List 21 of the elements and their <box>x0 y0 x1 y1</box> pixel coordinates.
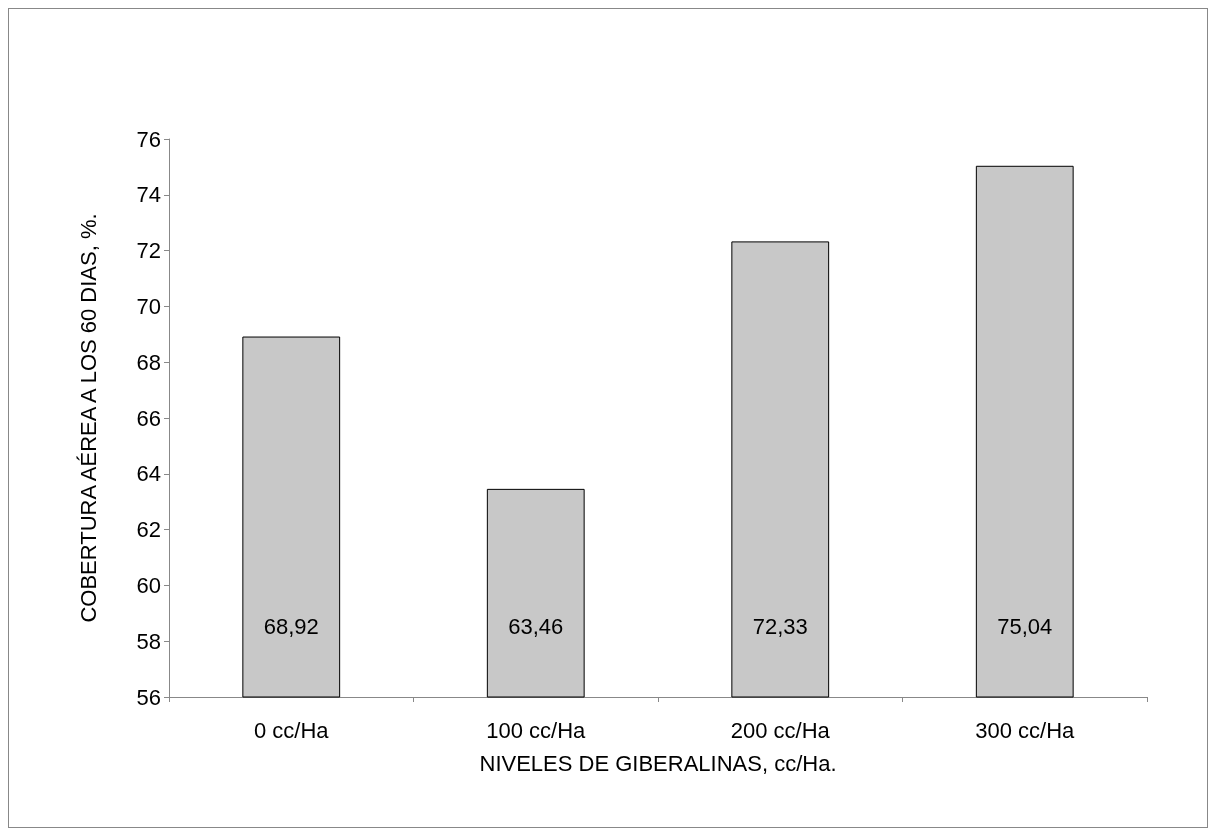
x-axis-title: NIVELES DE GIBERALINAS, cc/Ha. <box>479 750 837 776</box>
x-tick-label: 200 cc/Ha <box>730 717 831 743</box>
y-tick-label: 64 <box>136 461 161 487</box>
x-tick-label: 100 cc/Ha <box>486 717 587 743</box>
y-tick-label: 70 <box>136 293 161 319</box>
y-tick-label: 62 <box>136 517 161 543</box>
y-tick-label: 58 <box>136 628 161 654</box>
y-tick-label: 66 <box>136 405 161 431</box>
x-tick-label: 0 cc/Ha <box>253 717 330 743</box>
data-label: 75,04 <box>997 614 1053 639</box>
x-tick-label: 300 cc/Ha <box>975 717 1076 743</box>
y-tick-label: 56 <box>136 684 161 710</box>
y-tick-label: 74 <box>136 182 161 208</box>
y-tick-label: 68 <box>136 349 161 375</box>
y-tick-label: 76 <box>136 126 161 152</box>
data-label: 63,46 <box>508 614 564 639</box>
data-label: 68,92 <box>263 614 319 639</box>
y-tick-label: 72 <box>136 238 161 264</box>
y-tick-label: 60 <box>136 572 161 598</box>
data-label: 72,33 <box>752 614 808 639</box>
y-axis-title: COBERTURA AÉREA A LOS 60 DIAS, %. <box>75 213 101 623</box>
